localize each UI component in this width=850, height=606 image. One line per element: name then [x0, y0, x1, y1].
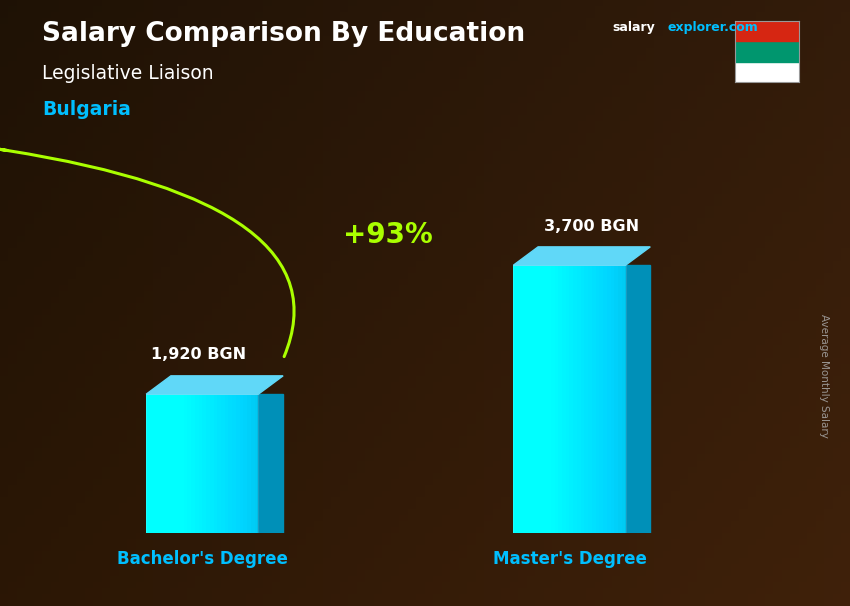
Polygon shape — [581, 265, 585, 533]
Polygon shape — [199, 394, 202, 533]
Polygon shape — [573, 265, 577, 533]
Polygon shape — [236, 394, 240, 533]
Polygon shape — [180, 394, 184, 533]
Polygon shape — [154, 394, 157, 533]
Polygon shape — [176, 394, 180, 533]
Polygon shape — [513, 247, 650, 265]
Polygon shape — [251, 394, 255, 533]
Polygon shape — [543, 265, 547, 533]
Polygon shape — [566, 265, 570, 533]
Polygon shape — [521, 265, 524, 533]
Polygon shape — [232, 394, 236, 533]
Text: Legislative Liaison: Legislative Liaison — [42, 64, 214, 82]
Polygon shape — [221, 394, 225, 533]
Polygon shape — [243, 394, 247, 533]
Polygon shape — [615, 265, 618, 533]
Text: 1,920 BGN: 1,920 BGN — [150, 347, 246, 362]
Polygon shape — [195, 394, 199, 533]
Polygon shape — [513, 265, 518, 533]
Polygon shape — [529, 265, 532, 533]
Polygon shape — [218, 394, 221, 533]
Polygon shape — [562, 265, 566, 533]
Polygon shape — [547, 265, 551, 533]
Polygon shape — [517, 265, 521, 533]
Polygon shape — [570, 265, 574, 533]
Polygon shape — [551, 265, 555, 533]
Polygon shape — [247, 394, 251, 533]
Bar — [735, 21, 799, 41]
Polygon shape — [187, 394, 191, 533]
Polygon shape — [532, 265, 536, 533]
Polygon shape — [596, 265, 599, 533]
Polygon shape — [536, 265, 540, 533]
Text: salary: salary — [612, 21, 654, 34]
Text: explorer.com: explorer.com — [667, 21, 758, 34]
Polygon shape — [240, 394, 244, 533]
Polygon shape — [202, 394, 207, 533]
Polygon shape — [206, 394, 210, 533]
Polygon shape — [157, 394, 162, 533]
Text: Bulgaria: Bulgaria — [42, 100, 132, 119]
Polygon shape — [255, 394, 258, 533]
Text: Salary Comparison By Education: Salary Comparison By Education — [42, 21, 525, 47]
Polygon shape — [150, 394, 154, 533]
Polygon shape — [540, 265, 543, 533]
Polygon shape — [210, 394, 213, 533]
Polygon shape — [604, 265, 607, 533]
Bar — [735, 62, 799, 82]
Polygon shape — [213, 394, 218, 533]
Polygon shape — [191, 394, 195, 533]
Polygon shape — [165, 394, 169, 533]
Polygon shape — [577, 265, 581, 533]
Polygon shape — [258, 394, 283, 533]
Text: +93%: +93% — [343, 221, 433, 248]
Polygon shape — [554, 265, 558, 533]
Polygon shape — [146, 376, 283, 394]
Bar — [735, 41, 799, 62]
Polygon shape — [184, 394, 188, 533]
Polygon shape — [626, 265, 650, 533]
Polygon shape — [558, 265, 562, 533]
Text: 3,700 BGN: 3,700 BGN — [545, 219, 639, 233]
Polygon shape — [622, 265, 626, 533]
Text: Average Monthly Salary: Average Monthly Salary — [819, 314, 829, 438]
Polygon shape — [229, 394, 232, 533]
Polygon shape — [162, 394, 165, 533]
Polygon shape — [610, 265, 615, 533]
Polygon shape — [607, 265, 611, 533]
Polygon shape — [588, 265, 592, 533]
Polygon shape — [146, 394, 150, 533]
Polygon shape — [168, 394, 173, 533]
Polygon shape — [618, 265, 622, 533]
Polygon shape — [173, 394, 176, 533]
Polygon shape — [224, 394, 229, 533]
Polygon shape — [585, 265, 588, 533]
Polygon shape — [592, 265, 596, 533]
Polygon shape — [524, 265, 529, 533]
Polygon shape — [599, 265, 604, 533]
